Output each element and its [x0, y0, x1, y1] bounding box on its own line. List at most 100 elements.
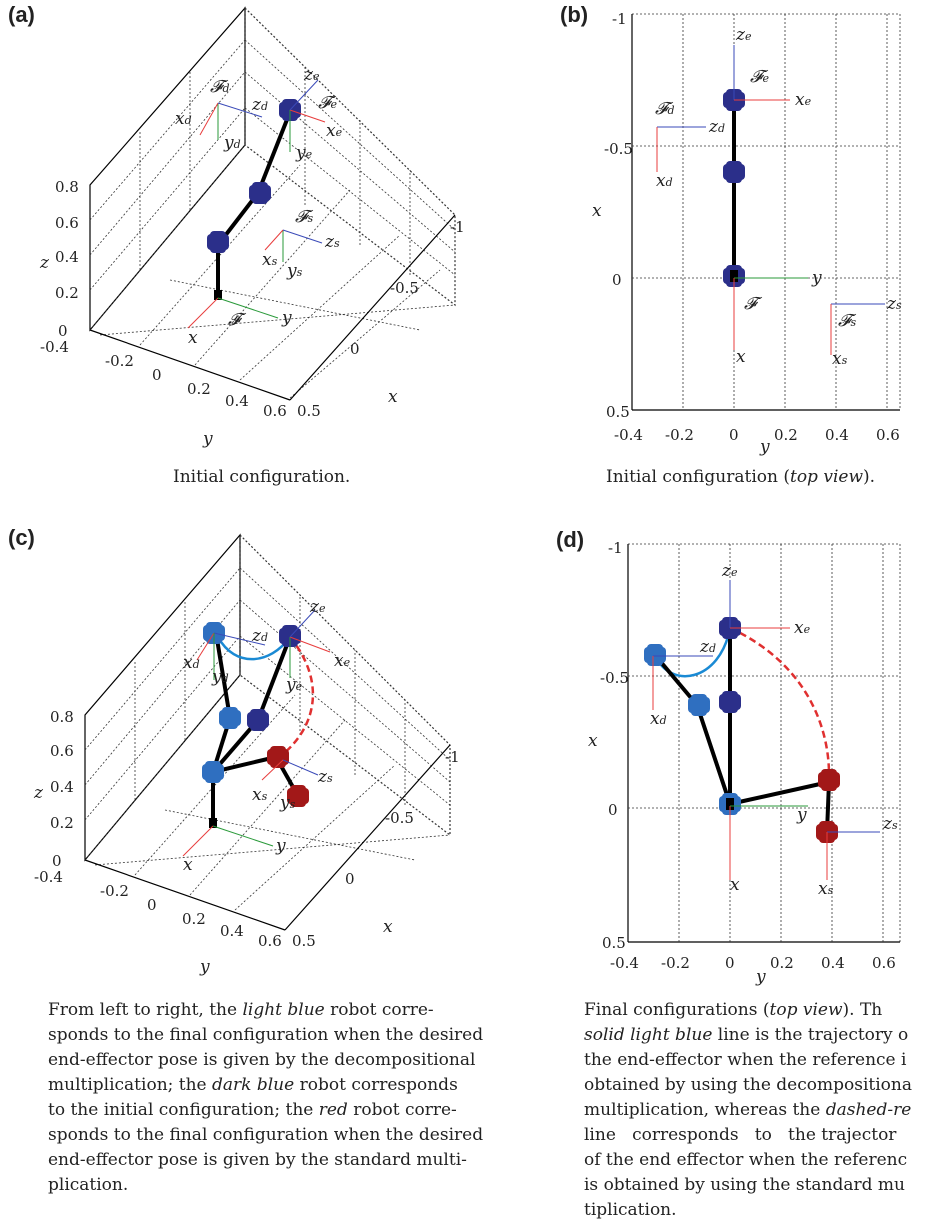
svg-text:-1: -1	[445, 748, 460, 766]
svg-text:y: y	[281, 308, 292, 328]
svg-text:yd: yd	[223, 133, 241, 153]
svg-text:-0.5: -0.5	[385, 809, 414, 827]
panel-d-traj-red	[729, 626, 831, 779]
svg-text:0.5: 0.5	[602, 934, 626, 952]
svg-text:0.8: 0.8	[55, 178, 79, 196]
panel-d: (d) -1 -0.5 0 0.5 -0.4 -0.2 0 0.2 0.4 0.…	[556, 527, 901, 987]
capd-seg: dashed-re	[825, 1100, 912, 1120]
caption-b: Initial configuration (top view).	[606, 467, 876, 487]
svg-text:0.8: 0.8	[50, 708, 74, 726]
svg-text:y: y	[811, 268, 822, 288]
svg-text:zs: zs	[324, 232, 340, 252]
svg-text:ze: ze	[303, 65, 320, 85]
panel-a-label: (a)	[8, 2, 35, 27]
svg-text:0.2: 0.2	[55, 284, 79, 302]
panel-d-robots	[644, 617, 840, 843]
capd-seg: solid light blue	[584, 1025, 713, 1045]
panel-c-traj-red	[281, 636, 315, 756]
svg-text:0: 0	[725, 954, 735, 972]
svg-text:-0.2: -0.2	[661, 954, 690, 972]
panel-b-axes: -1 -0.5 0 0.5 -0.4 -0.2 0 0.2 0.4 0.6 y …	[592, 10, 901, 457]
svg-text:xe: xe	[334, 651, 351, 671]
svg-text:-0.5: -0.5	[390, 279, 419, 297]
svg-text:0: 0	[345, 870, 355, 888]
svg-text:x: x	[383, 917, 393, 937]
capc-seg: robot corre- sponds to the final configu…	[48, 1100, 484, 1195]
svg-text:x: x	[592, 201, 602, 221]
svg-text:-0.4: -0.4	[40, 338, 69, 356]
capc-seg: light blue	[242, 1000, 325, 1020]
svg-text:0.2: 0.2	[770, 954, 794, 972]
caption-c: From left to right, the light blue robot…	[48, 998, 488, 1198]
svg-text:-1: -1	[450, 218, 465, 236]
svg-text:0.6: 0.6	[50, 742, 74, 760]
svg-text:0: 0	[608, 801, 618, 819]
svg-text:xd: xd	[650, 709, 667, 729]
svg-text:zs: zs	[886, 294, 902, 314]
svg-text:x: x	[388, 387, 398, 407]
svg-text:ys: ys	[279, 793, 296, 813]
svg-text:z: z	[39, 253, 50, 273]
svg-text:0: 0	[58, 322, 68, 340]
svg-text:ys: ys	[286, 261, 303, 281]
svg-text:0: 0	[147, 896, 157, 914]
svg-text:𝓕: 𝓕	[228, 310, 247, 330]
svg-text:xs: xs	[832, 349, 848, 369]
svg-text:0.5: 0.5	[606, 403, 630, 421]
panel-b: (b) -1 -0.5 0 0.5 -0.4 -0.2 0 0.2 0.4 0.…	[560, 2, 902, 457]
svg-text:y: y	[759, 437, 770, 457]
svg-text:0.6: 0.6	[872, 954, 896, 972]
svg-text:x: x	[588, 731, 598, 751]
panel-a-frames: x y 𝓕 𝓕s zs xs ys 𝓕d zd xd yd ze 𝓕e xe y…	[175, 65, 343, 348]
svg-text:xd: xd	[175, 109, 192, 129]
capc-seg: red	[318, 1100, 348, 1120]
svg-text:0.6: 0.6	[876, 426, 900, 444]
panel-b-frames: ze 𝓕e xe 𝓕d zd xd y 𝓕 x zs 𝓕s xs	[655, 25, 902, 369]
svg-text:𝓕: 𝓕	[744, 294, 763, 314]
panel-b-robot	[723, 89, 745, 287]
svg-text:-0.5: -0.5	[604, 140, 633, 158]
svg-text:zd: zd	[708, 117, 725, 137]
svg-text:xe: xe	[795, 90, 812, 110]
svg-text:xe: xe	[794, 618, 811, 638]
svg-text:0.4: 0.4	[821, 954, 845, 972]
svg-text:zs: zs	[882, 814, 898, 834]
capd-seg: Final configurations (	[584, 1000, 770, 1020]
svg-text:ze: ze	[721, 561, 738, 581]
svg-text:xd: xd	[656, 171, 673, 191]
svg-text:0: 0	[612, 271, 622, 289]
svg-text:x: x	[188, 328, 198, 348]
panel-c-x-ticks: 0.5 0 -0.5 -1 x	[292, 748, 460, 950]
svg-text:-0.5: -0.5	[600, 669, 629, 687]
capd-seg: ). Th	[842, 1000, 883, 1020]
svg-text:0.5: 0.5	[297, 402, 321, 420]
svg-text:0.6: 0.6	[55, 214, 79, 232]
panel-d-axes: -1 -0.5 0 0.5 -0.4 -0.2 0 0.2 0.4 0.6 y …	[588, 539, 901, 987]
panel-c-z-ticks: 0 0.2 0.4 0.6 0.8 z	[33, 708, 74, 870]
svg-text:zd: zd	[699, 637, 716, 657]
svg-text:0.4: 0.4	[220, 922, 244, 940]
svg-text:(d): (d)	[556, 527, 584, 552]
svg-text:0: 0	[729, 426, 739, 444]
svg-text:(b): (b)	[560, 2, 588, 27]
svg-text:0: 0	[152, 366, 162, 384]
panel-d-frames: ze xe zd xd y x zs xs	[650, 561, 898, 899]
svg-text:xs: xs	[252, 785, 268, 805]
svg-text:y: y	[275, 836, 286, 856]
capc-seg: robot corre- sponds to the final configu…	[48, 1000, 484, 1095]
svg-text:z: z	[33, 783, 44, 803]
svg-text:y: y	[796, 805, 807, 825]
svg-text:0.4: 0.4	[55, 248, 79, 266]
capc-seg: robot corresponds to the initial configu…	[48, 1075, 458, 1120]
svg-text:y: y	[755, 967, 766, 987]
svg-text:ye: ye	[295, 143, 313, 163]
svg-text:-1: -1	[612, 10, 627, 28]
panel-a-3d-grid	[89, 6, 456, 401]
svg-text:ye: ye	[285, 675, 303, 695]
svg-text:zd: zd	[251, 95, 268, 115]
capc-seg: From left to right, the	[48, 1000, 243, 1020]
panel-a: (a)	[8, 2, 465, 449]
capd-seg: line is the trajectory o the end-effecto…	[584, 1025, 912, 1120]
svg-text:yd: yd	[211, 667, 229, 687]
